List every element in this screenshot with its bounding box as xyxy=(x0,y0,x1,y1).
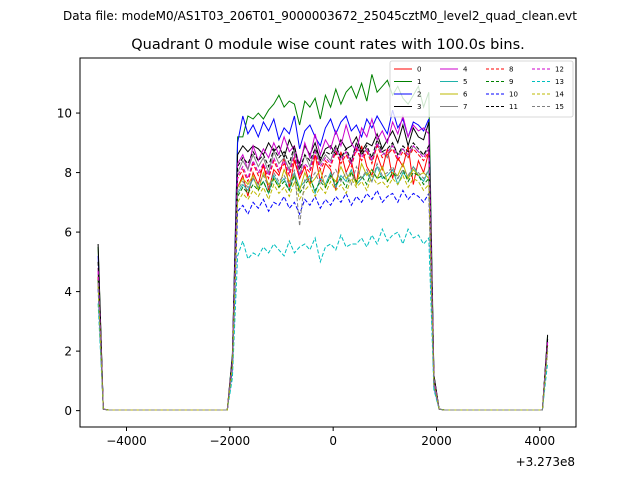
legend-label-15: 15 xyxy=(555,103,564,111)
series-layer xyxy=(97,74,549,411)
legend-label-14: 14 xyxy=(555,91,564,99)
series-line-15 xyxy=(97,162,549,411)
y-axis: 0 2 4 6 8 10 xyxy=(57,107,80,418)
legend-label-3: 3 xyxy=(417,103,421,111)
y-tick-label: 8 xyxy=(64,166,72,180)
x-tick-label: 2000 xyxy=(421,434,452,448)
legend-label-6: 6 xyxy=(463,91,468,99)
legend-label-7: 7 xyxy=(463,103,467,111)
x-tick-label: −4000 xyxy=(106,434,147,448)
legend-label-0: 0 xyxy=(417,66,421,74)
y-tick-label: 0 xyxy=(64,404,72,418)
y-tick-label: 10 xyxy=(57,107,72,121)
legend-label-8: 8 xyxy=(509,66,513,74)
plot-frame xyxy=(79,57,577,428)
y-tick-label: 6 xyxy=(64,226,72,240)
chart-title: Quadrant 0 module wise count rates with … xyxy=(131,37,525,53)
legend-label-2: 2 xyxy=(417,91,421,99)
y-tick-label: 4 xyxy=(64,285,72,299)
legend-label-4: 4 xyxy=(463,66,468,74)
series-line-14 xyxy=(97,174,549,411)
legend-label-5: 5 xyxy=(463,78,467,86)
legend-label-12: 12 xyxy=(555,66,564,74)
x-axis-offset-label: +3.273e8 xyxy=(516,455,575,469)
legend-label-11: 11 xyxy=(509,103,518,111)
legend-label-9: 9 xyxy=(509,78,513,86)
x-tick-label: −2000 xyxy=(210,434,251,448)
series-line-8 xyxy=(97,144,549,411)
legend-label-10: 10 xyxy=(509,91,518,99)
y-tick-label: 2 xyxy=(64,345,72,359)
x-axis: −4000 −2000 0 2000 4000 xyxy=(106,427,555,448)
x-tick-label: 0 xyxy=(329,434,337,448)
legend-label-1: 1 xyxy=(417,78,421,86)
x-tick-label: 4000 xyxy=(525,434,556,448)
legend-box xyxy=(389,60,574,118)
legend-label-13: 13 xyxy=(555,78,564,86)
suptitle: Data file: modeM0/AS1T03_206T01_90000036… xyxy=(63,9,577,23)
